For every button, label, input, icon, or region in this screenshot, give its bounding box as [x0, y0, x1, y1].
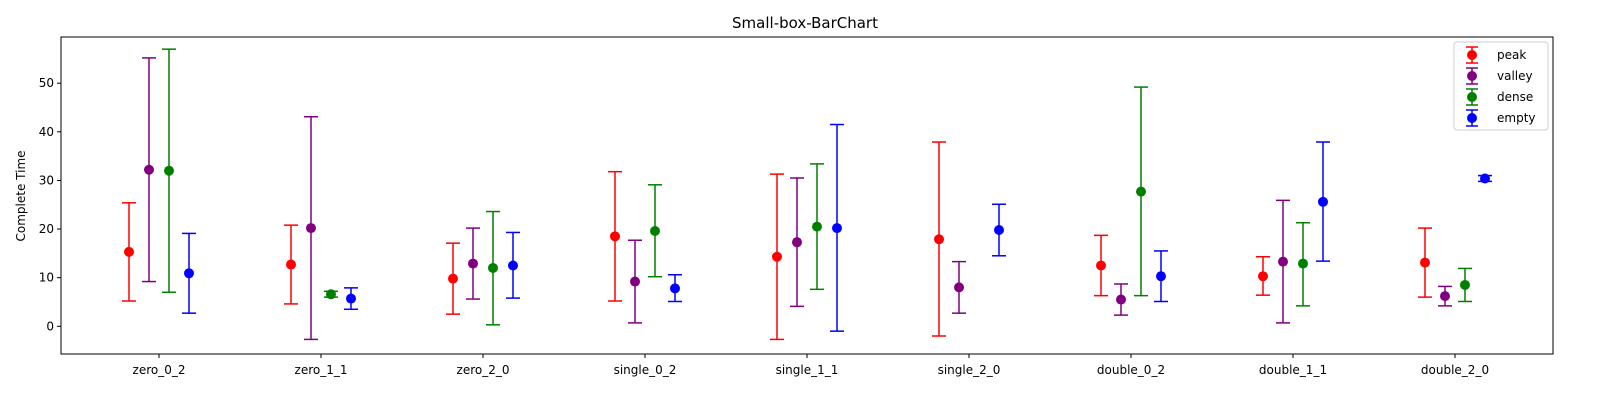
data-point-dense	[1298, 258, 1308, 269]
data-point-valley	[1116, 294, 1126, 305]
y-axis-label: Complete Time	[14, 150, 28, 241]
legend-marker-dot	[1467, 50, 1477, 60]
data-point-empty	[670, 283, 680, 294]
y-tick-label: 40	[39, 125, 54, 139]
x-tick-label: double_1_1	[1259, 363, 1327, 377]
x-tick-label: single_0_2	[614, 363, 677, 377]
data-point-empty	[994, 225, 1004, 236]
y-tick-label: 0	[46, 319, 54, 333]
data-point-empty	[346, 293, 356, 304]
data-point-empty	[1480, 173, 1490, 184]
data-point-valley	[1440, 291, 1450, 302]
data-point-empty	[832, 223, 842, 234]
data-point-dense	[488, 262, 498, 273]
data-point-empty	[184, 268, 194, 279]
data-point-peak	[1258, 271, 1268, 282]
data-point-peak	[1096, 260, 1106, 271]
data-point-empty	[508, 260, 518, 271]
data-point-peak	[772, 251, 782, 262]
y-tick-label: 50	[39, 76, 54, 90]
data-point-peak	[124, 246, 134, 257]
chart-title: Small-box-BarChart	[732, 14, 878, 32]
data-point-peak	[286, 259, 296, 270]
series-dense	[162, 48, 1472, 326]
data-point-dense	[812, 221, 822, 232]
data-point-peak	[934, 234, 944, 245]
data-point-dense	[1460, 279, 1470, 290]
x-axis: zero_0_2 zero_1_1 zero_2_0 single_0_2 single…	[133, 354, 1489, 377]
legend-label-empty: empty	[1497, 111, 1536, 125]
x-tick-label: double_0_2	[1097, 363, 1165, 377]
data-point-valley	[1278, 256, 1288, 267]
x-tick-label: single_1_1	[776, 363, 839, 377]
x-tick-label: zero_1_1	[295, 363, 348, 377]
data-point-dense	[650, 225, 660, 236]
data-point-valley	[468, 258, 478, 269]
plot-area-frame	[60, 36, 1554, 355]
data-point-valley	[306, 223, 316, 234]
legend-marker-dot	[1467, 113, 1477, 123]
data-point-dense	[326, 289, 336, 300]
x-tick-label: zero_2_0	[457, 363, 510, 377]
y-tick-label: 10	[39, 271, 54, 285]
legend-marker-dot	[1467, 71, 1477, 81]
data-point-peak	[1420, 257, 1430, 268]
data-point-valley	[630, 276, 640, 287]
legend-label-valley: valley	[1497, 69, 1533, 83]
y-tick-label: 30	[39, 173, 54, 187]
legend-box	[1453, 41, 1549, 131]
legend-marker-dot	[1467, 92, 1477, 102]
x-tick-label: double_2_0	[1421, 363, 1489, 377]
data-point-peak	[610, 231, 620, 242]
data-point-empty	[1318, 196, 1328, 207]
x-tick-label: zero_0_2	[133, 363, 186, 377]
y-tick-label: 20	[39, 222, 54, 236]
data-point-valley	[792, 237, 802, 248]
data-point-valley	[144, 164, 154, 175]
y-axis: 0 10 20 30 40 50	[39, 76, 61, 333]
series-valley	[142, 57, 1452, 341]
data-point-empty	[1156, 271, 1166, 282]
series-empty	[182, 123, 1492, 332]
data-point-dense	[1136, 186, 1146, 197]
x-tick-label: single_2_0	[938, 363, 1001, 377]
data-point-peak	[448, 273, 458, 284]
legend-label-peak: peak	[1497, 48, 1526, 62]
series-peak	[122, 141, 1432, 341]
legend: peak valley dense empty	[1453, 41, 1549, 131]
data-point-dense	[164, 165, 174, 176]
series-layer	[122, 48, 1492, 341]
legend-label-dense: dense	[1497, 90, 1533, 104]
data-point-valley	[954, 282, 964, 293]
